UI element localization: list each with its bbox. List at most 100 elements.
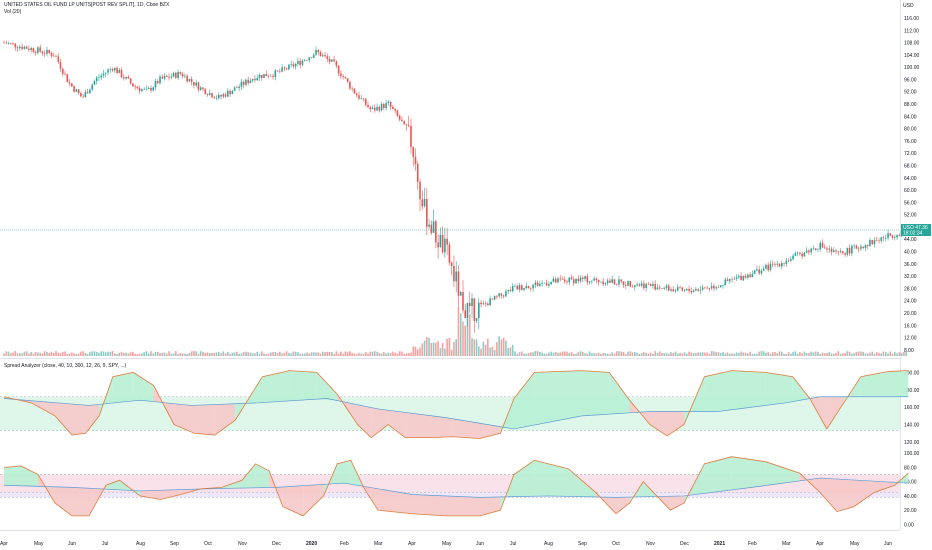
- volume-bar: [308, 353, 311, 356]
- volume-bar: [355, 353, 358, 356]
- candle: [288, 64, 290, 70]
- volume-bar: [236, 351, 238, 356]
- volume-bar: [769, 353, 772, 356]
- spread-upper-fill: [650, 411, 667, 436]
- candle: [611, 279, 614, 283]
- candle: [385, 102, 387, 109]
- volume-bar: [880, 353, 883, 356]
- volume-bar: [227, 351, 229, 356]
- candle: [649, 283, 652, 286]
- candle: [817, 249, 819, 251]
- volume-bar: [331, 352, 333, 356]
- candle: [591, 280, 593, 282]
- candle: [360, 98, 363, 99]
- candle: [502, 295, 505, 297]
- candle: [437, 242, 439, 248]
- volume-bar: [432, 342, 435, 356]
- candle: [839, 251, 842, 253]
- candle: [104, 72, 107, 74]
- volume-bar: [692, 353, 695, 356]
- spread-lower-fill: [160, 489, 181, 500]
- candle: [880, 237, 883, 241]
- candle: [482, 303, 485, 305]
- candle: [835, 250, 837, 252]
- last-price-tag: [901, 224, 931, 237]
- volume-bar: [550, 351, 552, 356]
- candle: [665, 285, 668, 288]
- candle: [75, 89, 78, 92]
- volume-bar: [826, 353, 828, 356]
- volume-bar: [814, 351, 817, 356]
- candle: [77, 89, 80, 94]
- candle: [52, 55, 55, 57]
- volume-bar: [32, 353, 35, 356]
- candle: [3, 42, 5, 44]
- price-axis-tick: 108.00: [904, 41, 920, 47]
- candle: [823, 247, 826, 249]
- price-axis-tick: 116.00: [904, 16, 919, 22]
- candle: [618, 279, 620, 285]
- price-axis-tick: 112.00: [904, 28, 919, 34]
- price-axis-tick: 56.00: [904, 200, 917, 206]
- volume-bar: [500, 339, 503, 356]
- candle: [260, 74, 263, 78]
- volume-bar: [312, 352, 315, 356]
- volume-bar: [229, 353, 231, 356]
- volume-bar: [719, 353, 722, 356]
- candle: [869, 239, 871, 247]
- volume-bar: [758, 351, 760, 356]
- volume-bar: [188, 353, 191, 356]
- candle: [758, 269, 760, 274]
- spread-upper-fill: [514, 372, 535, 429]
- candle: [34, 51, 37, 53]
- candle: [206, 94, 209, 96]
- spread-upper-fill: [214, 403, 236, 436]
- volume-bar: [878, 352, 880, 356]
- candle: [722, 285, 724, 286]
- volume-bar: [222, 351, 225, 356]
- volume-bar: [749, 351, 751, 356]
- volume-bar: [780, 351, 783, 356]
- volume-bar: [561, 351, 564, 356]
- time-axis-tick: Sep: [170, 541, 179, 547]
- candle: [98, 77, 100, 79]
- spread-lower-axis-tick: 20.00: [904, 508, 917, 514]
- volume-bar: [482, 341, 485, 356]
- spread-upper-fill: [888, 370, 909, 397]
- spread-lower-fill: [704, 456, 732, 494]
- candle: [118, 69, 121, 74]
- volume-bar: [414, 346, 417, 356]
- spread-lower-axis-tick: 100.00: [904, 451, 920, 457]
- volume-bar: [145, 351, 148, 356]
- volume-bar: [665, 352, 668, 356]
- volume-bar: [502, 337, 505, 356]
- price-axis-tick: 24.00: [904, 299, 917, 305]
- volume-bar: [530, 352, 532, 356]
- volume-bar: [150, 351, 152, 356]
- volume-bar: [541, 352, 543, 356]
- candle: [57, 56, 60, 62]
- volume-bar: [548, 352, 550, 356]
- candle: [190, 78, 193, 82]
- candle: [159, 76, 161, 84]
- volume-bar: [265, 353, 268, 356]
- volume-bar: [823, 353, 826, 356]
- volume-bar: [107, 351, 109, 356]
- volume-bar: [100, 351, 103, 356]
- spread-lower-fill: [106, 480, 120, 490]
- volume-bar: [315, 352, 317, 356]
- volume-bar: [89, 352, 91, 356]
- volume-bar: [317, 352, 320, 356]
- volume-bar: [832, 353, 835, 356]
- price-axis-tick: 96.00: [904, 77, 917, 83]
- volume-bar: [156, 351, 159, 356]
- volume-bar: [613, 353, 616, 356]
- candle: [376, 106, 378, 111]
- volume-bar: [202, 351, 204, 356]
- candle: [138, 88, 141, 92]
- volume-bar: [206, 352, 209, 356]
- candle: [25, 46, 28, 49]
- spread-upper-fill: [289, 370, 317, 401]
- volume-bar: [292, 351, 295, 356]
- candle: [683, 290, 686, 291]
